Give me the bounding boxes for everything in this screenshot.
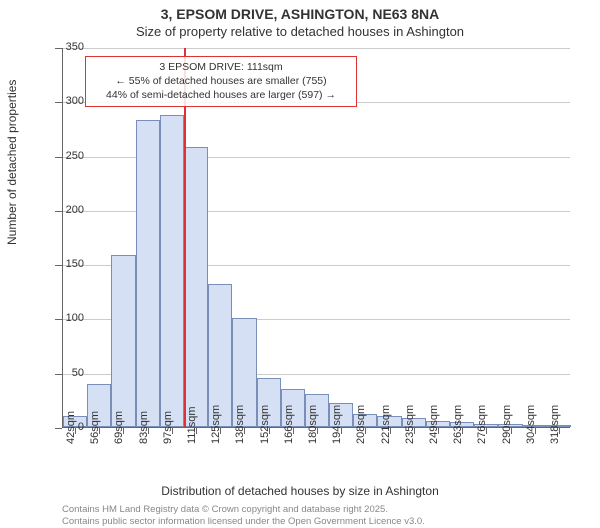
y-tick-label: 100 [44, 312, 84, 324]
histogram-bar [111, 255, 135, 427]
y-tick-label: 300 [44, 95, 84, 107]
histogram-bar [184, 147, 208, 427]
annotation-box: 3 EPSOM DRIVE: 111sqm← 55% of detached h… [85, 56, 357, 107]
y-tick-label: 250 [44, 150, 84, 162]
chart-subtitle: Size of property relative to detached ho… [0, 24, 600, 39]
footer-attribution: Contains HM Land Registry data © Crown c… [62, 504, 570, 528]
footer-line-2: Contains public sector information licen… [62, 516, 570, 528]
footer-line-1: Contains HM Land Registry data © Crown c… [62, 504, 570, 516]
annotation-line: ← 55% of detached houses are smaller (75… [92, 74, 350, 88]
y-tick-label: 350 [44, 41, 84, 53]
y-tick-label: 0 [44, 421, 84, 433]
gridline [63, 48, 570, 49]
plot-area: 3 EPSOM DRIVE: 111sqm← 55% of detached h… [62, 48, 570, 428]
annotation-line: 3 EPSOM DRIVE: 111sqm [92, 60, 350, 74]
x-axis-title: Distribution of detached houses by size … [0, 484, 600, 498]
y-tick-label: 200 [44, 204, 84, 216]
annotation-line: 44% of semi-detached houses are larger (… [92, 88, 350, 102]
histogram-bar [136, 120, 160, 427]
chart-title: 3, EPSOM DRIVE, ASHINGTON, NE63 8NA [0, 6, 600, 22]
y-tick-label: 50 [44, 367, 84, 379]
y-tick-label: 150 [44, 258, 84, 270]
y-axis-title: Number of detached properties [5, 80, 19, 245]
chart-container: 3, EPSOM DRIVE, ASHINGTON, NE63 8NA Size… [0, 0, 600, 500]
histogram-bar [160, 115, 184, 427]
